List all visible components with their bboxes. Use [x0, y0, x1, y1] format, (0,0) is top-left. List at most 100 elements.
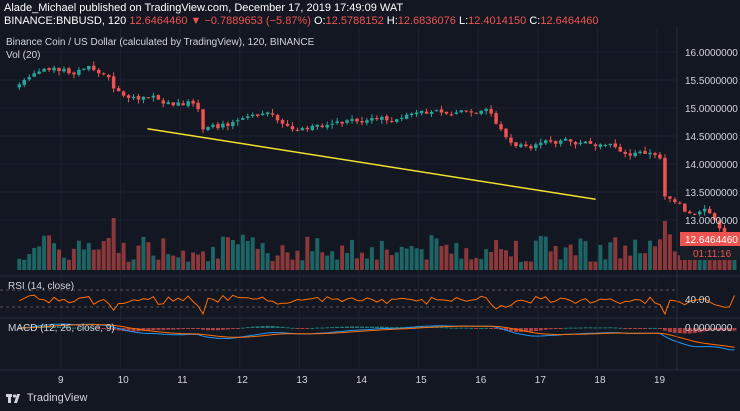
- candle-body: [365, 120, 369, 123]
- volume-bar: [330, 251, 335, 270]
- macd-histogram-bar: [126, 328, 131, 332]
- candle-body: [146, 97, 151, 99]
- volume-bar: [623, 245, 628, 270]
- candle-body: [598, 144, 603, 147]
- macd-histogram-bar: [131, 328, 136, 332]
- candle-body: [489, 109, 493, 114]
- volume-bar: [57, 249, 61, 270]
- volume-bar: [181, 250, 186, 270]
- macd-histogram-bar: [548, 328, 553, 330]
- candlesticks: [17, 61, 737, 249]
- macd-histogram-bar: [146, 328, 151, 331]
- macd-histogram-bar: [573, 327, 578, 329]
- open-label: O:: [313, 15, 326, 27]
- volume-bar: [588, 261, 593, 270]
- candle-body: [653, 153, 657, 156]
- macd-histogram-bar: [345, 326, 350, 328]
- macd-histogram-bar: [330, 327, 335, 329]
- x-tick-label: 10: [118, 375, 130, 386]
- candle-body: [22, 80, 26, 85]
- macd-histogram-bar: [280, 326, 285, 328]
- volume-bar: [186, 261, 191, 270]
- candle-body: [275, 114, 280, 121]
- volume-bar: [369, 247, 374, 270]
- candle-body: [335, 121, 339, 123]
- macd-histogram-bar: [355, 326, 359, 328]
- candle-body: [300, 128, 305, 131]
- macd-histogram-bar: [215, 328, 220, 331]
- volume-bar: [613, 237, 618, 270]
- tradingview-logo[interactable]: TradingView: [6, 392, 87, 404]
- candle-body: [454, 112, 459, 114]
- candle-body: [424, 111, 429, 114]
- candle-body: [67, 68, 71, 74]
- candle-body: [345, 120, 349, 123]
- candle-body: [370, 118, 374, 121]
- macd-histogram-bar: [17, 328, 22, 329]
- countdown-badge-text: 01:11:16: [693, 249, 732, 260]
- volume-bar: [394, 252, 399, 270]
- volume-bar: [608, 242, 613, 270]
- volume-bar: [484, 249, 489, 270]
- rsi-label: RSI (14, close): [8, 281, 74, 292]
- volume-bar: [151, 255, 156, 270]
- volume-bar: [121, 242, 126, 270]
- candle-body: [236, 120, 240, 122]
- volume-bar: [359, 252, 364, 270]
- publish-text: Alade_Michael published on TradingView.c…: [4, 2, 404, 14]
- volume-label: Vol (20): [6, 50, 40, 61]
- volume-bar: [290, 259, 295, 270]
- candle-body: [459, 110, 464, 113]
- volume-bar: [538, 235, 543, 270]
- candle-body: [668, 196, 672, 199]
- rsi-level-label: 40.00: [685, 295, 710, 306]
- candle-body: [390, 121, 394, 123]
- price-chart[interactable]: 40.00 0.0000000 16.0000000 15.5000000 15.0…: [0, 27, 740, 392]
- macd-histogram-bar: [479, 327, 484, 329]
- volume-bar: [315, 238, 320, 270]
- candle-body: [226, 123, 230, 126]
- macd-histogram-bar: [76, 327, 81, 329]
- volume-bar: [404, 248, 409, 270]
- volume-bar: [220, 236, 225, 270]
- candle-body: [553, 141, 558, 144]
- volume-bar: [424, 259, 429, 270]
- volume-bar: [156, 259, 161, 270]
- macd-histogram-bar: [389, 327, 394, 329]
- candle-body: [603, 144, 608, 146]
- candle-body: [171, 102, 175, 106]
- candle-body: [548, 140, 553, 142]
- macd-histogram-bar: [101, 328, 106, 329]
- x-tick-label: 19: [654, 375, 666, 386]
- macd-histogram-bar: [489, 328, 494, 329]
- volume-bar: [111, 217, 116, 270]
- volume-bar: [225, 237, 230, 270]
- macd-histogram-bar: [692, 328, 697, 334]
- macd-histogram-bar: [484, 327, 489, 329]
- volume-bar: [166, 254, 171, 270]
- candle-body: [101, 73, 106, 75]
- x-tick-label: 13: [296, 375, 308, 386]
- volume-bar: [320, 252, 325, 270]
- candle-body: [419, 110, 424, 114]
- x-tick-label: 16: [475, 375, 487, 386]
- macd-histogram-bar: [166, 328, 171, 330]
- macd-histogram-bar: [384, 326, 389, 328]
- volume-bar: [429, 235, 434, 270]
- candle-body: [414, 112, 419, 115]
- volume-bar: [116, 252, 121, 270]
- candle-body: [469, 111, 473, 113]
- volume-bar: [598, 244, 603, 270]
- macd-histogram-bar: [538, 328, 543, 331]
- candle-body: [643, 150, 647, 154]
- volume-bar: [419, 249, 424, 270]
- candle-body: [121, 91, 126, 96]
- candle-body: [558, 140, 563, 144]
- macd-histogram-bar: [364, 326, 369, 328]
- volume-bar: [523, 261, 528, 270]
- macd-histogram-bar: [608, 327, 613, 329]
- candle-body: [161, 100, 166, 104]
- macd-histogram-bar: [116, 328, 121, 331]
- volume-bar: [439, 246, 444, 270]
- candle-body: [693, 213, 697, 215]
